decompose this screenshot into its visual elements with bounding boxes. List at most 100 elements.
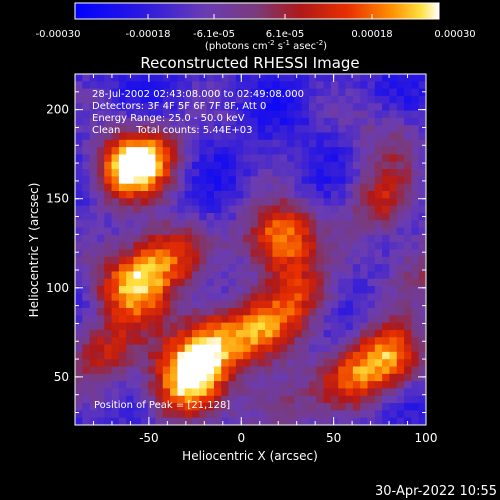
- heatmap-cell: [213, 278, 222, 287]
- heatmap-cell: [316, 410, 325, 419]
- annotation-detectors: Detectors: 3F 4F 5F 6F 7F 8F, Att 0: [92, 101, 266, 112]
- heatmap-cell: [367, 293, 376, 302]
- heatmap-cell: [126, 359, 135, 368]
- heatmap-cell: [140, 81, 149, 90]
- heatmap-cell: [301, 212, 310, 221]
- heatmap-cell: [228, 381, 237, 390]
- heatmap-cell: [192, 351, 200, 360]
- heatmap-cell: [374, 366, 383, 375]
- heatmap-cell: [126, 139, 135, 148]
- heatmap-cell: [367, 103, 376, 112]
- y-tick-label: 150: [46, 192, 69, 206]
- heatmap-cell: [309, 95, 317, 104]
- heatmap-cell: [89, 403, 98, 411]
- heatmap-cell: [192, 344, 200, 353]
- heatmap-cell: [177, 191, 186, 199]
- heatmap-cell: [162, 161, 171, 170]
- heatmap-cell: [96, 191, 105, 199]
- heatmap-cell: [199, 74, 208, 82]
- heatmap-cell: [148, 81, 157, 90]
- heatmap-cell: [279, 191, 288, 199]
- heatmap-cell: [243, 161, 252, 170]
- heatmap-cell: [213, 271, 222, 280]
- heatmap-cell: [279, 359, 288, 368]
- heatmap-cell: [111, 74, 120, 82]
- heatmap-cell: [301, 191, 310, 199]
- heatmap-cell: [184, 117, 193, 126]
- heatmap-cell: [213, 417, 222, 425]
- heatmap-cell: [323, 322, 332, 331]
- heatmap-cell: [287, 395, 295, 404]
- heatmap-cell: [411, 300, 420, 309]
- heatmap-cell: [148, 191, 157, 199]
- heatmap-cell: [396, 242, 405, 251]
- heatmap-cell: [133, 337, 142, 346]
- heatmap-cell: [389, 300, 398, 309]
- heatmap-cell: [257, 403, 266, 411]
- heatmap-cell: [323, 351, 332, 360]
- heatmap-cell: [404, 381, 412, 390]
- heatmap-cell: [118, 234, 127, 243]
- heatmap-cell: [338, 322, 347, 331]
- heatmap-cell: [382, 410, 391, 419]
- heatmap-cell: [389, 198, 398, 207]
- heatmap-cell: [396, 329, 405, 338]
- heatmap-cell: [404, 264, 412, 273]
- heatmap-cell: [213, 110, 222, 119]
- heatmap-cell: [162, 117, 171, 126]
- heatmap-cell: [184, 322, 193, 331]
- heatmap-cell: [301, 147, 310, 156]
- heatmap-cell: [118, 95, 127, 104]
- heatmap-cell: [294, 198, 303, 207]
- heatmap-cell: [250, 147, 259, 156]
- heatmap-cell: [396, 388, 405, 397]
- heatmap-cell: [206, 351, 215, 360]
- heatmap-cell: [330, 154, 339, 163]
- heatmap-cell: [133, 286, 142, 294]
- heatmap-cell: [243, 227, 252, 236]
- heatmap-cell: [287, 264, 295, 273]
- heatmap-cell: [265, 403, 274, 411]
- heatmap-cell: [338, 176, 347, 185]
- heatmap-cell: [382, 147, 391, 156]
- heatmap-cell: [330, 176, 339, 185]
- heatmap-cell: [235, 110, 244, 119]
- heatmap-cell: [287, 293, 295, 302]
- heatmap-cell: [418, 81, 426, 90]
- heatmap-cell: [367, 110, 376, 119]
- heatmap-cell: [235, 103, 244, 112]
- heatmap-cell: [382, 286, 391, 294]
- heatmap-cell: [75, 88, 83, 97]
- heatmap-cell: [118, 359, 127, 368]
- heatmap-cell: [82, 308, 91, 316]
- heatmap-cell: [323, 227, 332, 236]
- heatmap-cell: [162, 139, 171, 148]
- heatmap-cell: [82, 117, 91, 126]
- heatmap-cell: [213, 125, 222, 134]
- heatmap-cell: [111, 344, 120, 353]
- heatmap-cell: [235, 322, 244, 331]
- heatmap-cell: [367, 139, 376, 148]
- heatmap-cell: [272, 373, 281, 382]
- heatmap-cell: [118, 81, 127, 90]
- heatmap-cell: [82, 388, 91, 397]
- heatmap-cell: [104, 183, 113, 192]
- heatmap-cell: [235, 169, 244, 177]
- heatmap-cell: [177, 169, 186, 177]
- heatmap-cell: [374, 278, 383, 287]
- heatmap-cell: [162, 359, 171, 368]
- heatmap-cell: [243, 183, 252, 192]
- heatmap-cell: [323, 329, 332, 338]
- heatmap-cell: [89, 117, 98, 126]
- heatmap-cell: [345, 183, 354, 192]
- heatmap-cell: [75, 329, 83, 338]
- heatmap-cell: [118, 351, 127, 360]
- heatmap-cell: [243, 249, 252, 258]
- heatmap-cell: [162, 395, 171, 404]
- heatmap-cell: [148, 388, 157, 397]
- heatmap-cell: [404, 337, 412, 346]
- heatmap-cell: [309, 337, 317, 346]
- heatmap-cell: [389, 110, 398, 119]
- heatmap-cell: [374, 125, 383, 134]
- heatmap-cell: [235, 373, 244, 382]
